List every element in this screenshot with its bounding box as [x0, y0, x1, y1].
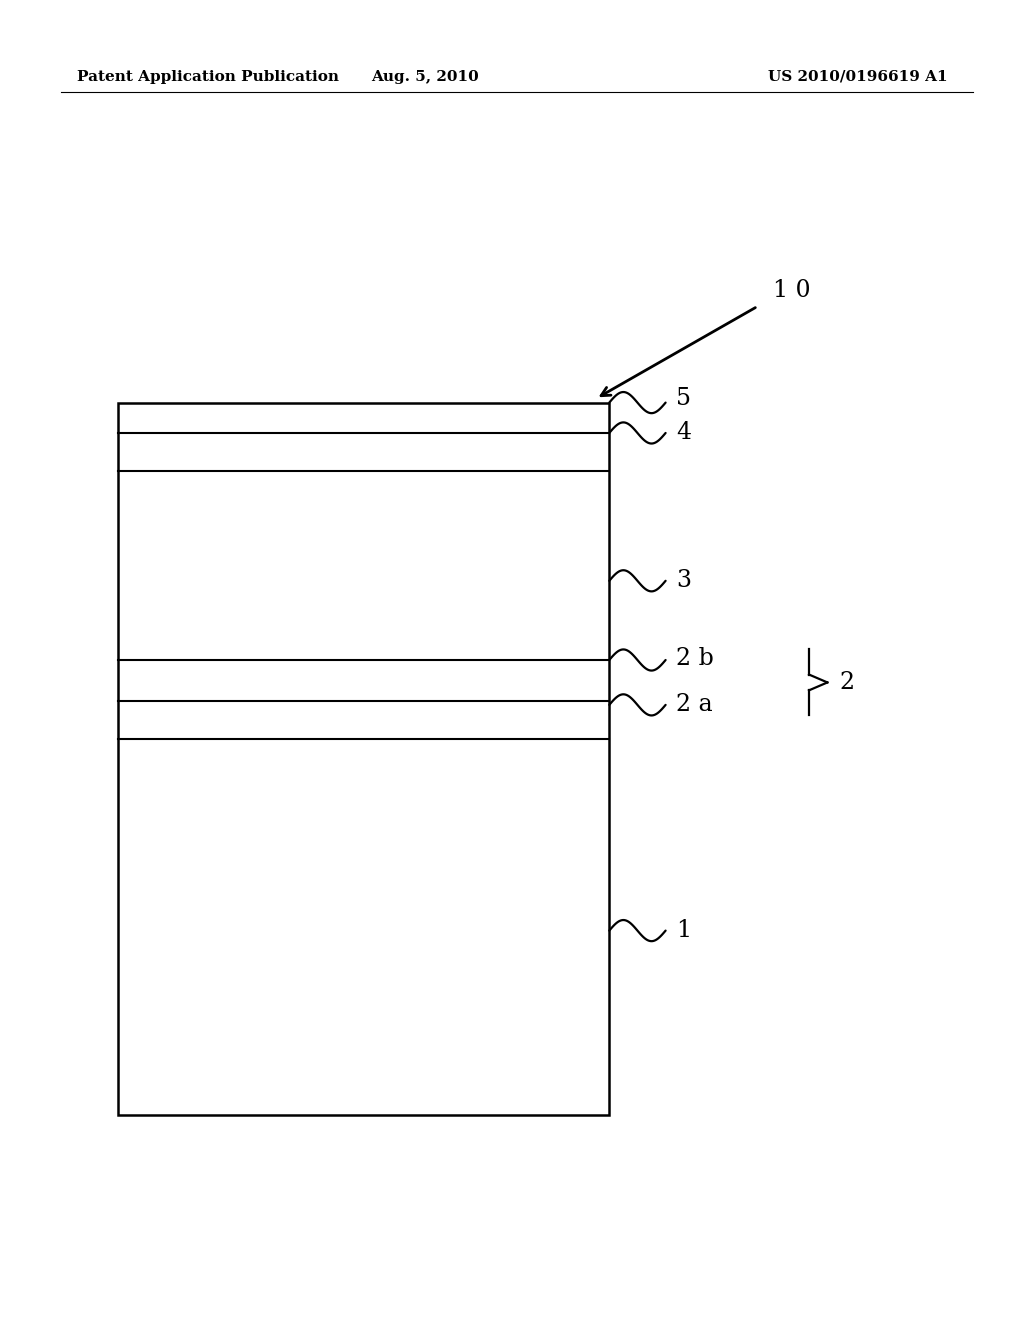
Text: 1: 1: [676, 919, 691, 942]
Text: 1 0: 1 0: [773, 279, 811, 302]
Text: 2 b: 2 b: [676, 647, 714, 671]
Bar: [118, 403, 609, 1115]
Text: 3: 3: [676, 569, 691, 593]
Text: 2 a: 2 a: [676, 693, 713, 717]
Text: US 2010/0196619 A1: US 2010/0196619 A1: [768, 70, 947, 83]
Text: 2: 2: [840, 671, 855, 694]
Text: Patent Application Publication: Patent Application Publication: [77, 70, 339, 83]
Text: 4: 4: [676, 421, 691, 445]
Text: 5: 5: [676, 387, 691, 411]
Text: Aug. 5, 2010: Aug. 5, 2010: [371, 70, 479, 83]
